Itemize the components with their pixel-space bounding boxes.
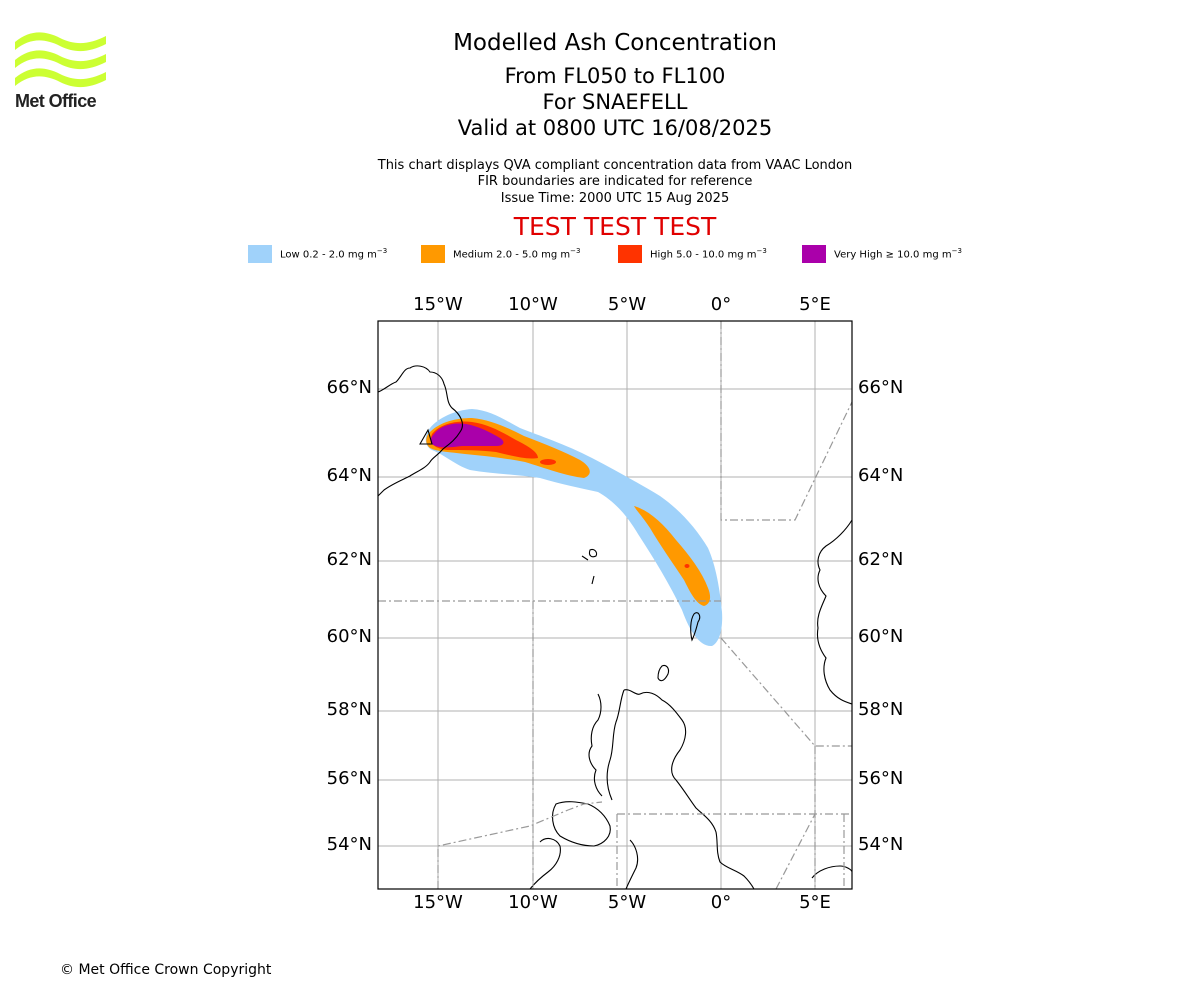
chart-title: Modelled Ash Concentration: [453, 30, 777, 56]
lat-label: 60°N: [858, 626, 904, 647]
lon-label: 0°: [710, 294, 732, 315]
legend-label-high: High 5.0 - 10.0 mg m−3: [650, 247, 767, 261]
issue-time: Issue Time: 2000 UTC 15 Aug 2025: [500, 191, 730, 206]
ash-low-concentration: [425, 409, 723, 647]
legend-swatch-high: [618, 245, 642, 263]
lat-label: 60°N: [326, 626, 372, 647]
legend-swatch-medium: [421, 245, 445, 263]
legend-item-medium: Medium 2.0 - 5.0 mg m−3: [421, 244, 580, 264]
legend-item-high: High 5.0 - 10.0 mg m−3: [618, 244, 767, 264]
ash-very-high-concentration: [430, 423, 504, 448]
copyright: © Met Office Crown Copyright: [60, 962, 272, 978]
coastlines: [378, 365, 852, 889]
lat-label: 64°N: [858, 465, 904, 486]
lon-label: 5°W: [607, 892, 647, 913]
lat-label: 62°N: [326, 549, 372, 570]
fir-boundaries: [378, 321, 852, 889]
legend-item-very-high: Very High ≥ 10.0 mg m−3: [802, 244, 962, 264]
test-banner: TEST TEST TEST: [513, 212, 717, 241]
lon-label: 10°W: [508, 294, 558, 315]
met-office-logo: Met Office: [14, 30, 110, 112]
lon-label: 5°E: [799, 294, 831, 315]
lat-label: 64°N: [326, 465, 372, 486]
info-line-1: This chart displays QVA compliant concen…: [377, 158, 853, 173]
lat-label: 66°N: [326, 377, 372, 398]
legend-swatch-very-high: [802, 245, 826, 263]
lat-label: 66°N: [858, 377, 904, 398]
info-line-2: FIR boundaries are indicated for referen…: [477, 174, 753, 189]
lon-label: 5°W: [607, 294, 647, 315]
legend-item-low: Low 0.2 - 2.0 mg m−3: [248, 244, 387, 264]
lat-label: 62°N: [858, 549, 904, 570]
lat-label: 54°N: [858, 834, 904, 855]
legend-label-very-high: Very High ≥ 10.0 mg m−3: [834, 247, 962, 261]
lon-label: 15°W: [413, 892, 463, 913]
lat-label: 54°N: [326, 834, 372, 855]
lon-label: 10°W: [508, 892, 558, 913]
valid-time: Valid at 0800 UTC 16/08/2025: [457, 116, 773, 140]
legend-swatch-low: [248, 245, 272, 263]
legend-label-medium: Medium 2.0 - 5.0 mg m−3: [453, 247, 581, 261]
legend: Low 0.2 - 2.0 mg m−3 Medium 2.0 - 5.0 mg…: [0, 244, 1200, 264]
lat-label: 58°N: [326, 699, 372, 720]
flight-levels: From FL050 to FL100: [504, 64, 726, 88]
legend-label-low: Low 0.2 - 2.0 mg m−3: [280, 247, 388, 261]
lon-label: 0°: [710, 892, 732, 913]
logo-waves-icon: [15, 32, 106, 88]
lon-label: 15°W: [413, 294, 463, 315]
lat-label: 56°N: [858, 768, 904, 789]
lat-label: 56°N: [326, 768, 372, 789]
logo-text: Met Office: [15, 91, 97, 111]
lat-label: 58°N: [858, 699, 904, 720]
volcano-name: For SNAEFELL: [542, 90, 688, 114]
lon-label: 5°E: [799, 892, 831, 913]
